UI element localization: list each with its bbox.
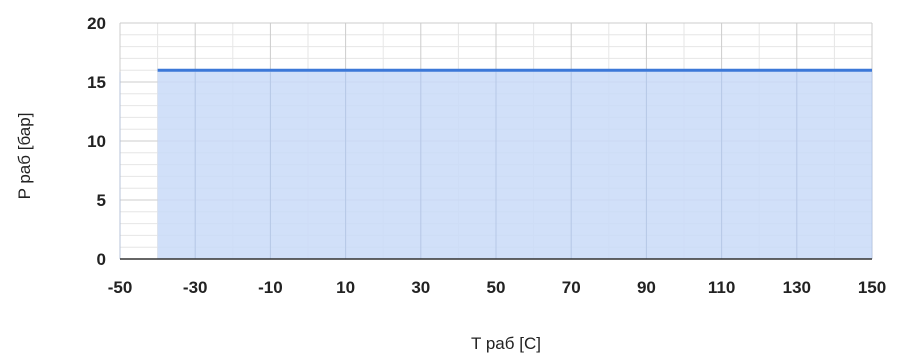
y-tick-label: 20: [87, 14, 106, 33]
x-tick-label: 70: [562, 278, 581, 297]
x-tick-label: -30: [183, 278, 208, 297]
x-tick-label: 110: [708, 278, 735, 297]
x-tick-label: 90: [637, 278, 656, 297]
x-tick-label: -10: [258, 278, 283, 297]
x-tick-label: 10: [336, 278, 355, 297]
y-axis-title: P раб [бар]: [15, 113, 34, 200]
x-tick-label: 130: [783, 278, 811, 297]
series-layer: [119, 68, 873, 259]
y-tick-labels: 0 5 10 15 20: [87, 14, 106, 269]
series-area: [157, 70, 873, 259]
y-tick-label: 0: [97, 250, 106, 269]
x-axis-title: T раб [C]: [471, 334, 541, 353]
y-tick-label: 10: [87, 132, 106, 151]
x-tick-label: 30: [411, 278, 430, 297]
x-tick-labels: -50 -30 -10 10 30 50 70 90 110 130 150: [108, 278, 886, 297]
y-tick-label: 5: [97, 191, 106, 210]
x-tick-label: 50: [487, 278, 506, 297]
x-tick-label: 150: [858, 278, 886, 297]
y-tick-label: 15: [87, 73, 106, 92]
x-tick-label: -50: [108, 278, 133, 297]
